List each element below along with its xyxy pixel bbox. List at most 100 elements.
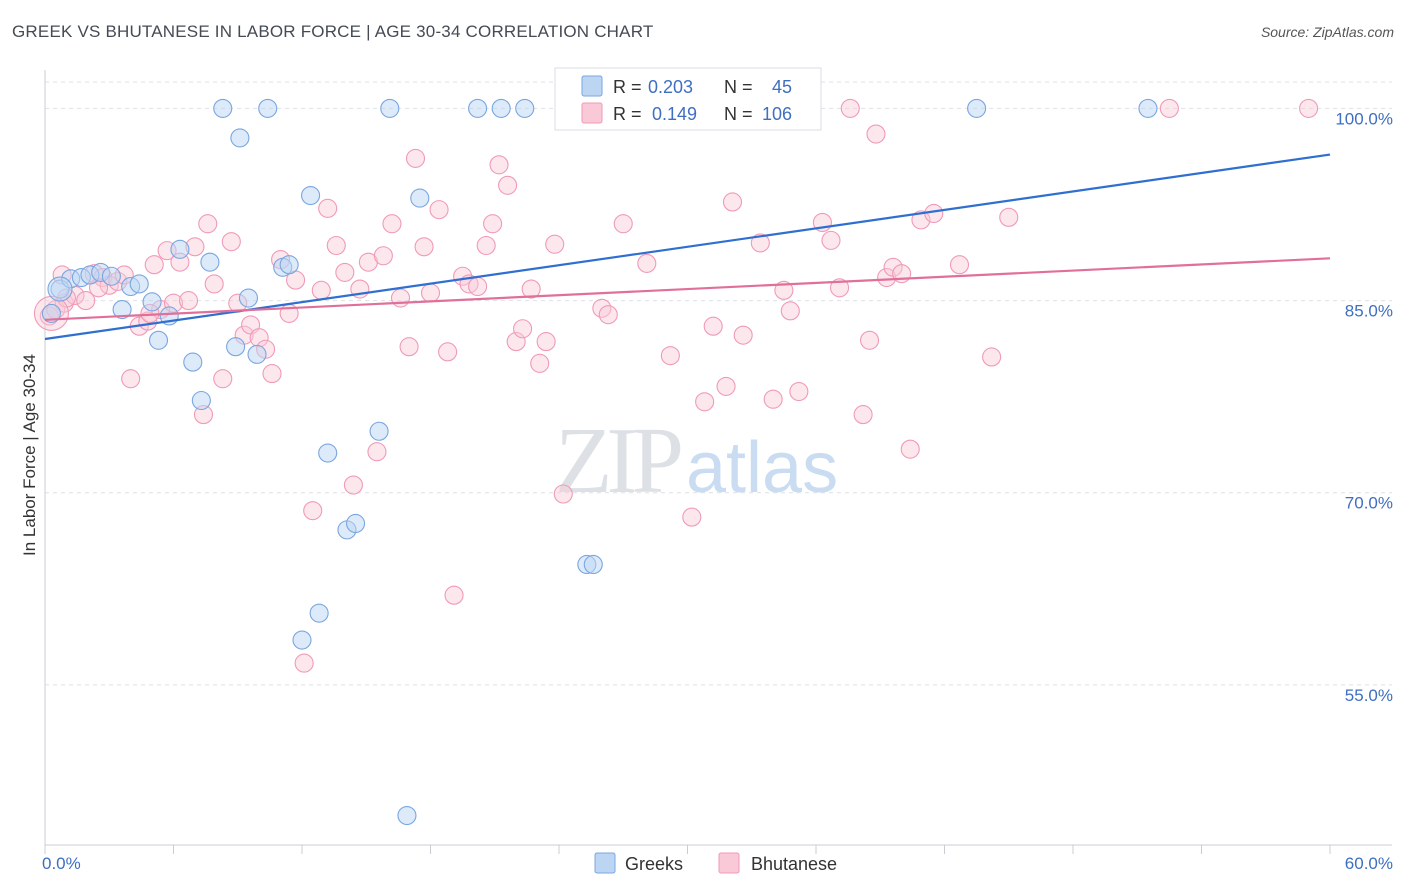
greeks-point [967, 98, 987, 118]
bhutanese-point [999, 207, 1019, 227]
bhutanese-point [722, 192, 743, 212]
bhutanese-point [76, 291, 96, 311]
bhutanese-point [660, 346, 680, 366]
bhutanese-point [121, 369, 141, 389]
bhutanese-point [444, 585, 464, 605]
bhutanese-point [613, 214, 633, 234]
bhutanese-point [866, 124, 886, 144]
bhutanese-n-label: N = [724, 104, 753, 124]
chart-title: GREEK VS BHUTANESE IN LABOR FORCE | AGE … [12, 22, 654, 41]
greeks-point [515, 98, 535, 118]
greeks-point [41, 303, 61, 323]
bhutanese-point [536, 332, 556, 352]
bhutanese-point [695, 392, 715, 412]
watermark-atlas: atlas [686, 428, 838, 508]
bhutanese-point [429, 200, 449, 220]
bhutanese-point [204, 274, 224, 294]
bhutanese-point [326, 235, 346, 256]
bhutanese-point [420, 283, 441, 303]
bhutanese-point [367, 442, 387, 462]
y-axis-title: In Labor Force | Age 30-34 [20, 354, 39, 556]
greeks-swatch [581, 75, 603, 97]
trend-lines [44, 153, 1331, 341]
y-tick-labels: 55.0% 70.0% 85.0% 100.0% [1335, 109, 1393, 704]
greeks-point [191, 390, 211, 411]
bhutanese-point [545, 234, 565, 254]
stats-legend: R = 0.203 N = 45 R = 0.149 N = 106 [554, 67, 822, 131]
y-tick-label: 100.0% [1335, 109, 1393, 128]
greeks-point [468, 98, 488, 118]
y-tick-label: 55.0% [1345, 686, 1393, 705]
bhutanese-point [438, 342, 458, 362]
bhutanese-point [949, 255, 970, 275]
greeks-legend-swatch [594, 852, 616, 874]
greeks-r-value: 0.203 [648, 77, 693, 97]
bhutanese-point [924, 203, 944, 224]
y-tick-label: 85.0% [1345, 302, 1393, 321]
bhutanese-point [390, 288, 411, 308]
bhutanese-point [1159, 98, 1179, 118]
bhutanese-point [821, 230, 841, 250]
bhutanese-point [513, 319, 533, 339]
bhutanese-point [294, 653, 314, 673]
bhutanese-point [382, 214, 402, 234]
bhutanese-point [774, 280, 794, 300]
bhutanese-point [703, 316, 723, 336]
y-tick-label: 70.0% [1345, 494, 1393, 513]
greeks-legend-label: Greeks [625, 854, 683, 874]
bhutanese-point [750, 233, 770, 253]
bhutanese-point [483, 214, 503, 234]
bhutanese-point [476, 235, 496, 256]
greeks-point [301, 185, 321, 206]
greeks-point [226, 337, 246, 357]
bhutanese-point [716, 376, 736, 396]
bhutanese-point [763, 389, 783, 409]
greeks-point [170, 239, 190, 259]
bhutanese-r-value: 0.149 [652, 104, 697, 124]
greeks-point [318, 443, 338, 463]
bhutanese-point [498, 175, 518, 195]
bhutanese-legend-label: Bhutanese [751, 854, 837, 874]
greeks-point [292, 630, 312, 650]
bhutanese-point [178, 291, 199, 311]
greeks-n-label: N = [724, 77, 753, 97]
bhutanese-point [335, 262, 355, 282]
x-tick-label-max: 60.0% [1345, 854, 1393, 873]
bhutanese-n-value: 106 [762, 104, 792, 124]
bhutanese-point [144, 255, 164, 275]
greeks-point [1138, 98, 1158, 118]
bhutanese-point [489, 155, 509, 175]
greeks-point [491, 98, 511, 118]
greeks-point [279, 255, 299, 275]
greeks-point [129, 274, 149, 294]
bhutanese-point [405, 148, 426, 168]
greeks-point [258, 98, 278, 118]
bhutanese-point [877, 267, 897, 288]
bhutanese-point [468, 276, 488, 297]
bhutanese-point [343, 475, 363, 495]
greeks-point [200, 252, 220, 272]
bhutanese-r-label: R = [613, 104, 642, 124]
bhutanese-point [521, 279, 541, 299]
bhutanese-swatch [581, 102, 603, 124]
bhutanese-point [859, 330, 880, 350]
series-legend: Greeks Bhutanese [594, 852, 837, 874]
greeks-cluster [47, 276, 73, 302]
greeks-r-label: R = [613, 77, 642, 97]
bhutanese-point [399, 337, 419, 357]
bhutanese-point [789, 381, 809, 402]
bhutanese-point [840, 98, 860, 118]
greeks-point [213, 98, 233, 118]
bhutanese-point [221, 232, 241, 252]
x-tick-label-min: 0.0% [42, 854, 81, 873]
greeks-point [345, 513, 366, 534]
greeks-point [148, 330, 169, 350]
greeks-point [410, 188, 430, 208]
bhutanese-point [198, 214, 218, 234]
bhutanese-point [303, 501, 323, 521]
bhutanese-trend-line [44, 257, 1331, 321]
greeks-point [112, 299, 132, 320]
greeks-point [142, 292, 162, 312]
bhutanese-point [311, 280, 331, 300]
